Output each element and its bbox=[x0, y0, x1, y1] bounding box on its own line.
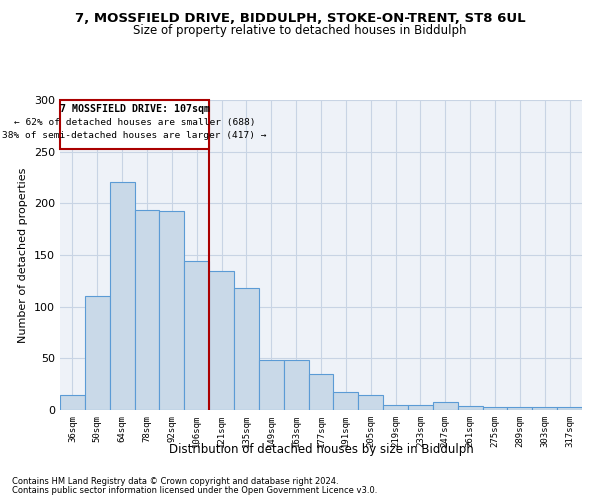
Bar bbox=[308, 374, 334, 410]
Text: Distribution of detached houses by size in Biddulph: Distribution of detached houses by size … bbox=[169, 442, 473, 456]
Text: 7 MOSSFIELD DRIVE: 107sqm: 7 MOSSFIELD DRIVE: 107sqm bbox=[59, 104, 209, 114]
Bar bbox=[408, 405, 433, 410]
FancyBboxPatch shape bbox=[60, 100, 209, 148]
Bar bbox=[358, 394, 383, 410]
Bar bbox=[532, 407, 557, 410]
Text: Contains public sector information licensed under the Open Government Licence v3: Contains public sector information licen… bbox=[12, 486, 377, 495]
Bar bbox=[508, 407, 532, 410]
Bar bbox=[383, 405, 408, 410]
Bar bbox=[284, 360, 308, 410]
Bar bbox=[433, 402, 458, 410]
Bar bbox=[134, 210, 160, 410]
Bar bbox=[259, 360, 284, 410]
Bar bbox=[85, 296, 110, 410]
Bar bbox=[458, 406, 482, 410]
Bar bbox=[209, 270, 234, 410]
Bar bbox=[60, 394, 85, 410]
Text: 38% of semi-detached houses are larger (417) →: 38% of semi-detached houses are larger (… bbox=[2, 131, 267, 140]
Bar bbox=[234, 288, 259, 410]
Text: Size of property relative to detached houses in Biddulph: Size of property relative to detached ho… bbox=[133, 24, 467, 37]
Bar bbox=[184, 261, 209, 410]
Bar bbox=[482, 407, 508, 410]
Bar bbox=[110, 182, 134, 410]
Text: 7, MOSSFIELD DRIVE, BIDDULPH, STOKE-ON-TRENT, ST8 6UL: 7, MOSSFIELD DRIVE, BIDDULPH, STOKE-ON-T… bbox=[74, 12, 526, 26]
Bar bbox=[160, 210, 184, 410]
Bar bbox=[557, 407, 582, 410]
Y-axis label: Number of detached properties: Number of detached properties bbox=[19, 168, 28, 342]
Text: ← 62% of detached houses are smaller (688): ← 62% of detached houses are smaller (68… bbox=[14, 118, 256, 126]
Text: Contains HM Land Registry data © Crown copyright and database right 2024.: Contains HM Land Registry data © Crown c… bbox=[12, 477, 338, 486]
Bar bbox=[334, 392, 358, 410]
